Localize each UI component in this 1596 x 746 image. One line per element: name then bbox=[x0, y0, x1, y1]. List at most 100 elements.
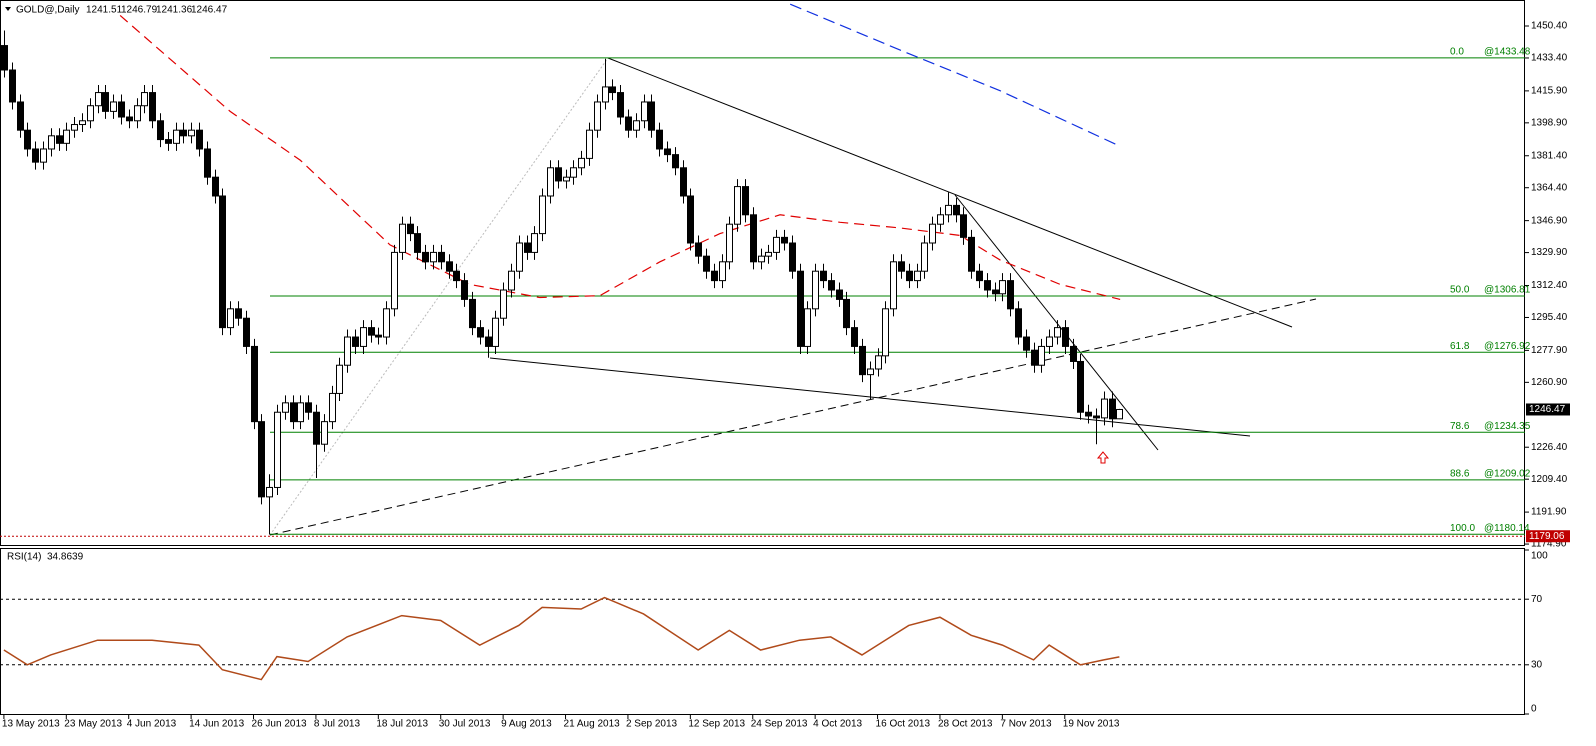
candle-body bbox=[804, 308, 811, 347]
candle-body bbox=[617, 92, 624, 118]
candle-body bbox=[1031, 349, 1038, 366]
candle-body bbox=[336, 364, 343, 394]
candle-body bbox=[867, 368, 874, 376]
candle-body bbox=[102, 92, 109, 112]
y-tick-label: 1260.90 bbox=[1531, 377, 1568, 388]
low-value: 1241.36 bbox=[156, 5, 193, 16]
y-tick-label: 1398.90 bbox=[1531, 117, 1568, 128]
up-arrow bbox=[1096, 451, 1110, 464]
y-tick-label: 0 bbox=[1531, 704, 1537, 715]
candle-body bbox=[352, 336, 359, 347]
candle-body bbox=[134, 105, 141, 122]
candle-body bbox=[243, 317, 250, 347]
rsi-last: 34.8639 bbox=[47, 552, 84, 563]
candle-body bbox=[24, 129, 31, 150]
y-tick-label: 1346.90 bbox=[1531, 215, 1568, 226]
candle-body bbox=[1109, 398, 1116, 420]
candle-body bbox=[87, 105, 94, 122]
x-tick-label: 9 Aug 2013 bbox=[501, 719, 552, 730]
fib-price: @1234.35 bbox=[1484, 421, 1531, 432]
candle-body bbox=[180, 129, 187, 137]
fib-price: @1306.81 bbox=[1484, 285, 1531, 296]
last-price-box bbox=[1526, 403, 1570, 416]
candle-body bbox=[664, 148, 671, 156]
candle-body bbox=[492, 317, 499, 347]
candle-body bbox=[126, 116, 133, 122]
candle-body bbox=[149, 92, 156, 122]
candle-body bbox=[906, 270, 913, 282]
candle-body bbox=[929, 223, 936, 244]
candle-body bbox=[656, 129, 663, 150]
candle-body bbox=[586, 129, 593, 159]
dashed-trendline bbox=[269, 298, 1317, 536]
candle-body bbox=[578, 157, 585, 169]
candle-body bbox=[500, 289, 507, 319]
candle-body bbox=[563, 176, 570, 182]
candle-body bbox=[274, 411, 281, 488]
marker-price-label: 1179.06 bbox=[1529, 531, 1565, 542]
candle-body bbox=[9, 69, 16, 103]
candle-body bbox=[531, 233, 538, 253]
candle-body bbox=[165, 139, 172, 144]
fib-price: @1209.02 bbox=[1484, 469, 1531, 480]
x-tick-label: 7 Nov 2013 bbox=[1000, 719, 1052, 730]
candle-body bbox=[828, 280, 835, 291]
candle-body bbox=[56, 135, 63, 144]
candle-body bbox=[851, 327, 858, 347]
candle-body bbox=[375, 334, 382, 338]
candle-body bbox=[485, 336, 492, 347]
candle-body bbox=[430, 251, 437, 263]
y-tick-label: 1295.40 bbox=[1531, 312, 1568, 323]
rsi-panel bbox=[0, 548, 1525, 715]
candle-body bbox=[633, 120, 640, 131]
candle-body bbox=[399, 223, 406, 253]
candle-body bbox=[508, 270, 515, 291]
candle-body bbox=[1015, 308, 1022, 338]
x-tick-label: 14 Jun 2013 bbox=[189, 719, 244, 730]
candle-body bbox=[95, 92, 102, 107]
y-tick-label: 1226.40 bbox=[1531, 442, 1568, 453]
candle-body bbox=[235, 308, 242, 319]
y-tick-label: 1329.90 bbox=[1531, 247, 1568, 258]
candle-body bbox=[173, 129, 180, 144]
y-tick-label: 30 bbox=[1531, 659, 1543, 670]
candle-body bbox=[976, 270, 983, 282]
candle-body bbox=[843, 298, 850, 329]
candle-body bbox=[313, 411, 320, 445]
candle-body bbox=[110, 101, 117, 112]
symbol-title: GOLD@,Daily bbox=[16, 5, 80, 16]
candle-body bbox=[960, 214, 967, 238]
high-value: 1246.79 bbox=[121, 5, 158, 16]
x-tick-label: 26 Jun 2013 bbox=[252, 719, 307, 730]
candle-body bbox=[157, 120, 164, 141]
candle-body bbox=[422, 251, 429, 263]
candle-body bbox=[641, 101, 648, 122]
candle-body bbox=[414, 233, 421, 253]
fib-price: @1276.92 bbox=[1484, 341, 1531, 352]
candle-body bbox=[1093, 415, 1100, 419]
candle-body bbox=[453, 270, 460, 282]
candle-body bbox=[937, 214, 944, 225]
candle-body bbox=[438, 251, 445, 263]
candle-body bbox=[890, 261, 897, 310]
rsi-line bbox=[3, 596, 1120, 681]
candle-body bbox=[859, 345, 866, 376]
y-tick-label: 1381.40 bbox=[1531, 150, 1568, 161]
candle-body bbox=[968, 236, 975, 272]
candle-body bbox=[594, 101, 601, 131]
x-tick-label: 12 Sep 2013 bbox=[688, 719, 745, 730]
candle-body bbox=[555, 167, 562, 182]
candle-body bbox=[305, 402, 312, 413]
candle-body bbox=[1023, 336, 1030, 351]
fib-level: 78.6 bbox=[1450, 421, 1470, 432]
candle-body bbox=[984, 280, 991, 291]
candle-body bbox=[820, 270, 827, 282]
candle-body bbox=[360, 327, 367, 347]
candle-body bbox=[1054, 327, 1061, 338]
candle-body bbox=[251, 345, 258, 423]
x-tick-label: 4 Oct 2013 bbox=[813, 719, 862, 730]
y-tick-label: 1415.90 bbox=[1531, 86, 1568, 97]
x-tick-label: 23 May 2013 bbox=[64, 719, 122, 730]
